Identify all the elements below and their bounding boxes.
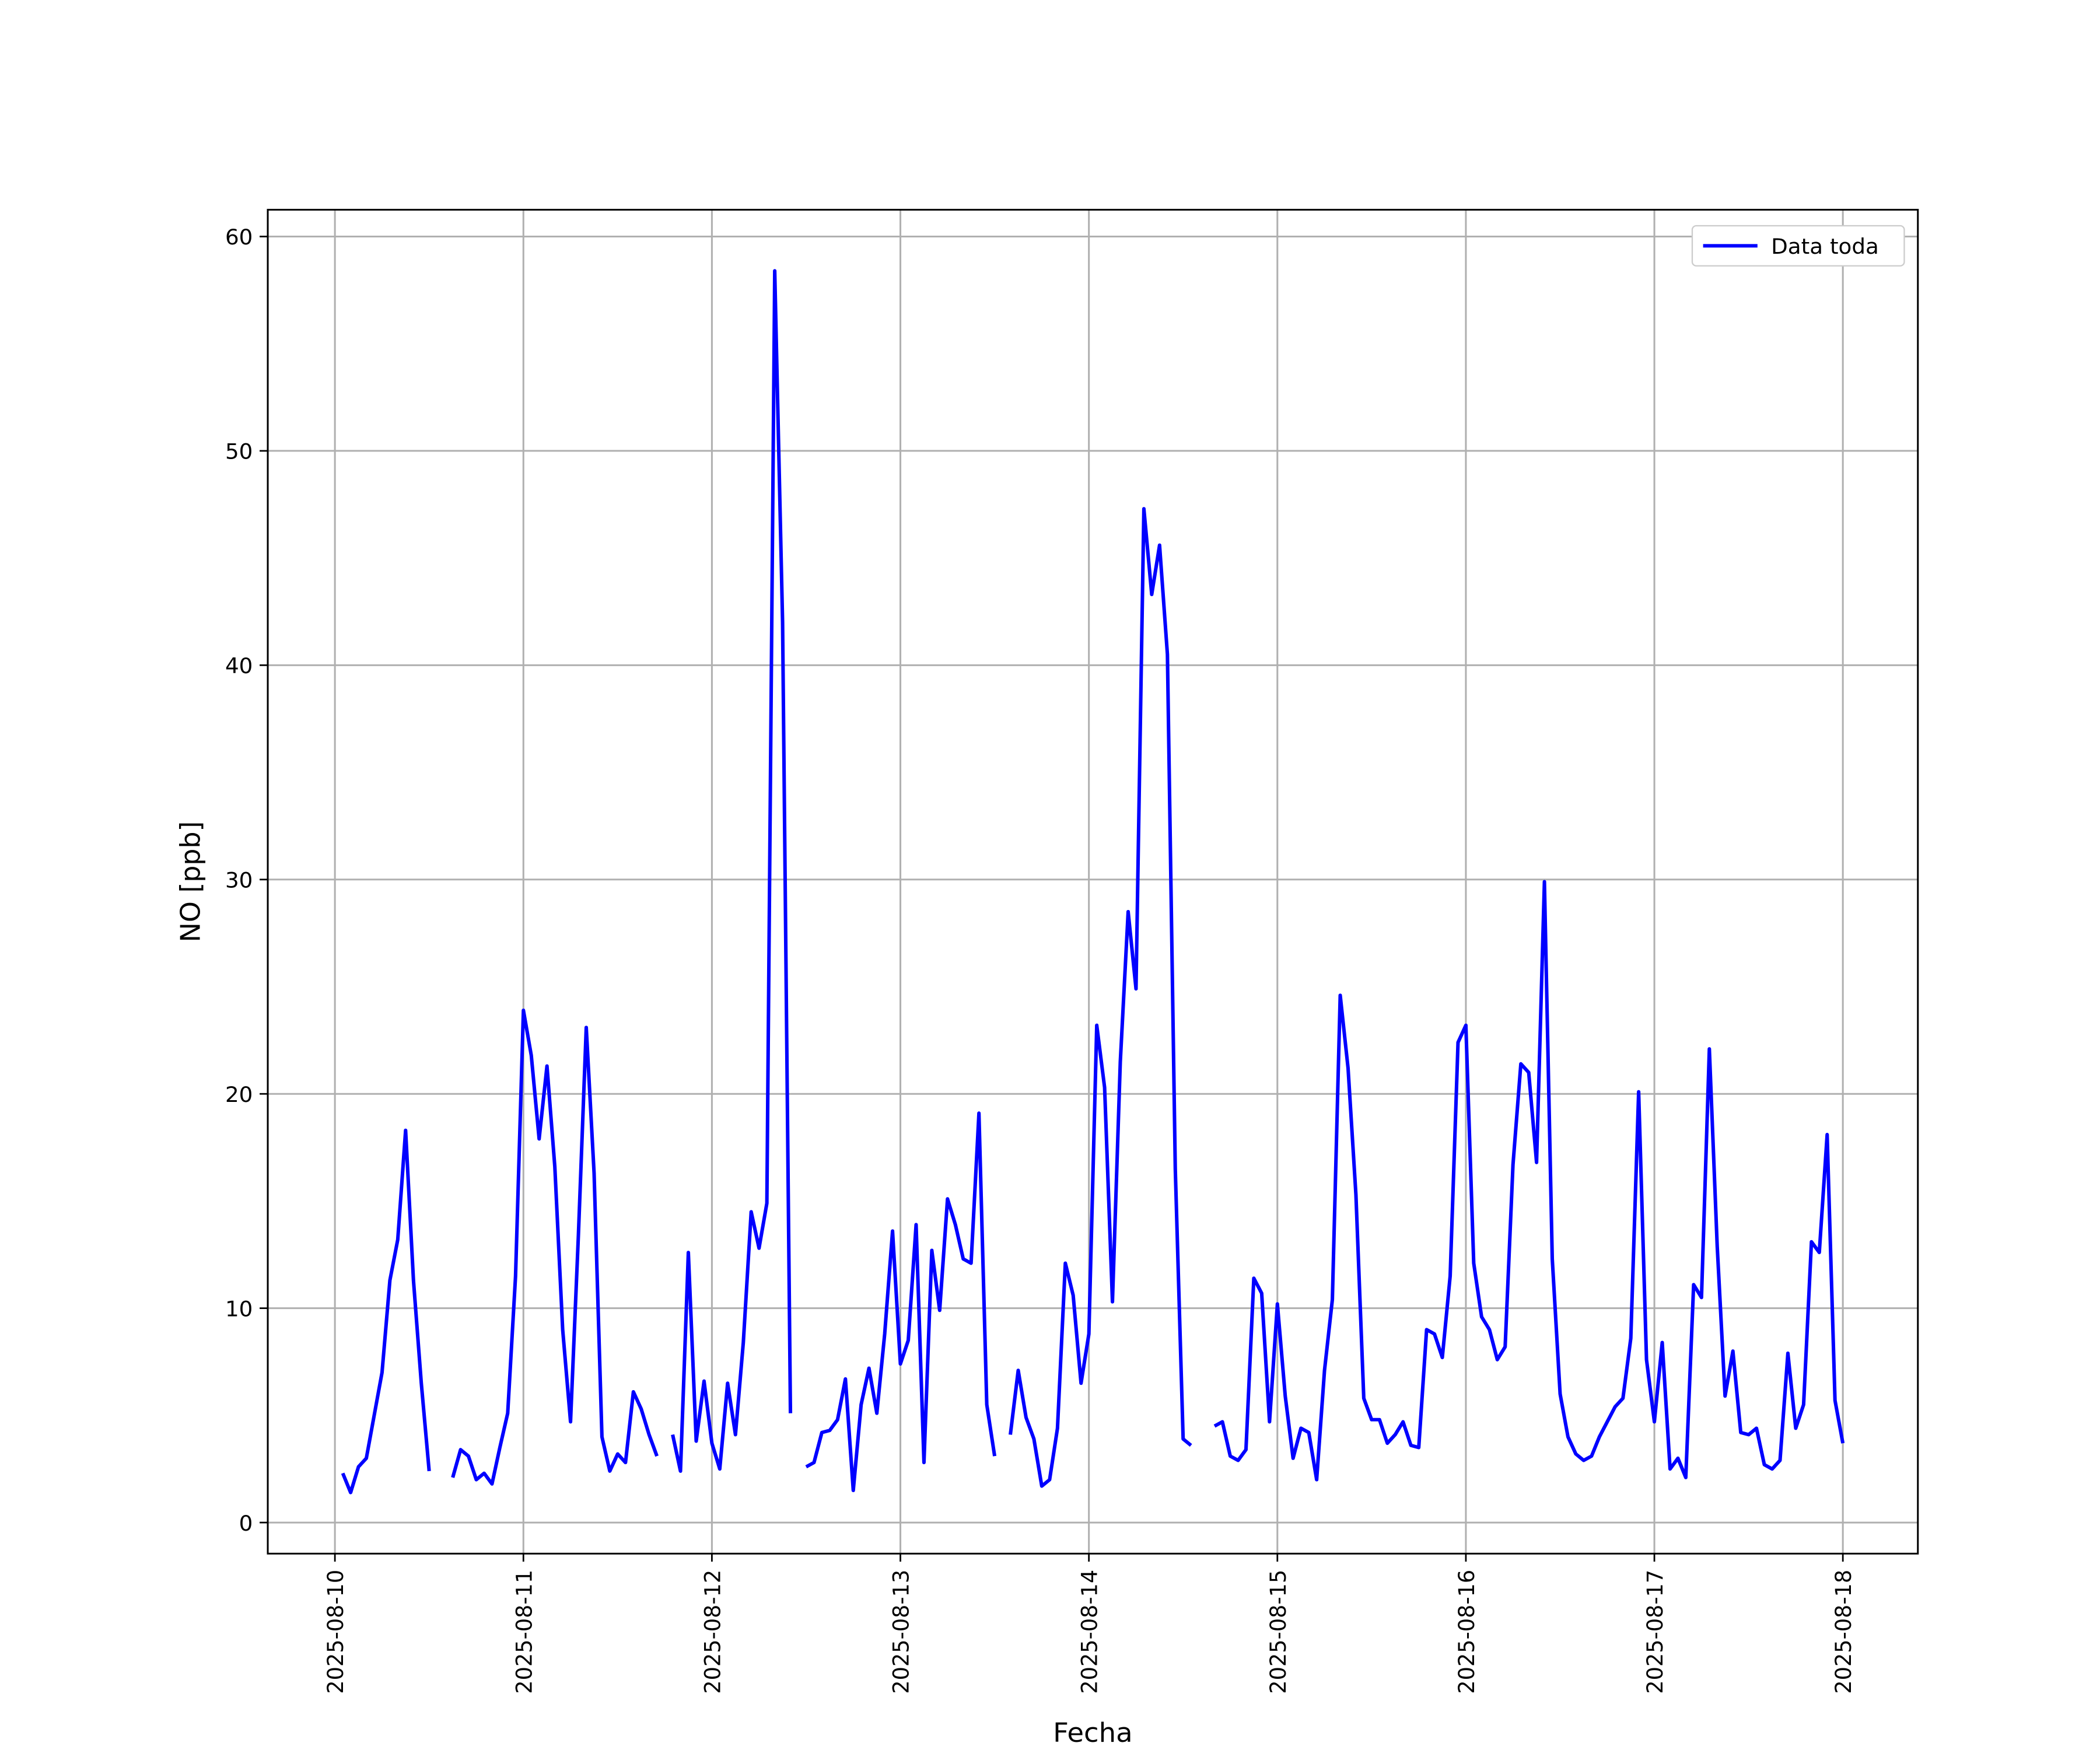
x-tick-label: 2025-08-10 [323, 1570, 348, 1694]
x-tick-label: 2025-08-12 [700, 1570, 725, 1694]
x-tick-label: 2025-08-15 [1265, 1570, 1290, 1694]
legend-box [1691, 225, 1905, 267]
x-tick-label: 2025-08-16 [1454, 1570, 1479, 1694]
y-axis-label: NO [ppb] [174, 821, 206, 943]
legend-label: Data toda [1771, 234, 1879, 259]
y-tick-label: 20 [225, 1082, 253, 1107]
y-tick-label: 0 [239, 1511, 253, 1536]
y-tick-label: 40 [225, 653, 253, 678]
x-tick-label: 2025-08-13 [888, 1570, 914, 1694]
x-tick-label: 2025-08-14 [1077, 1570, 1102, 1694]
y-tick-label: 50 [225, 439, 253, 464]
y-tick-label: 60 [225, 225, 253, 250]
data-line [341, 269, 1845, 1494]
x-axis-label: Fecha [1053, 1717, 1133, 1749]
x-tick-label: 2025-08-17 [1643, 1570, 1668, 1694]
y-tick-label: 30 [225, 868, 253, 893]
x-tick-label: 2025-08-18 [1831, 1570, 1856, 1694]
y-tick-label: 10 [225, 1297, 253, 1322]
plot-frame [267, 209, 1919, 1555]
x-tick-label: 2025-08-11 [512, 1570, 537, 1694]
